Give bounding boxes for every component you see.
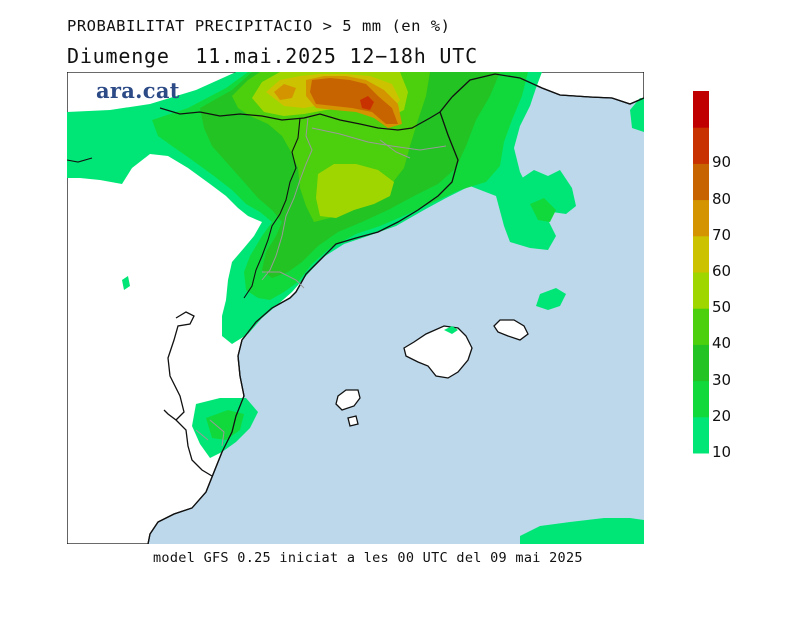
colorbar-label: 40 (712, 334, 732, 353)
colorbar-cell (693, 127, 709, 164)
eivissa-island (335, 389, 361, 411)
border-portugal (67, 157, 93, 163)
colorbar-label: 70 (712, 225, 732, 244)
colorbar-cell (693, 416, 709, 454)
forecast-period: Diumenge 11.mai.2025 12−18h UTC (67, 44, 478, 68)
west-coast (163, 311, 213, 477)
colorbar-cell (693, 380, 709, 418)
menorca-island (493, 319, 529, 341)
colorbar-label: 80 (712, 189, 732, 208)
colorbar-cell (693, 163, 709, 201)
colorbar-label: 10 (712, 443, 732, 461)
coastline (147, 96, 459, 544)
colorbar-cell (693, 308, 709, 345)
map-title: PROBABILITAT PRECIPITACIO > 5 mm (en %) (67, 17, 451, 35)
formentera-island (347, 415, 359, 427)
french-coast (451, 73, 644, 105)
colorbar-label: 50 (712, 298, 732, 317)
colorbar-label: 90 (712, 153, 732, 172)
colorbar-cell (693, 344, 709, 382)
colorbar-cell (693, 199, 709, 237)
regional-borders (195, 117, 447, 447)
colorbar (693, 91, 709, 454)
ara-cat-logo: ara.cat (96, 78, 180, 103)
colorbar-cell (693, 272, 709, 309)
probability-90-area (360, 96, 374, 110)
colorbar-label: 20 (712, 406, 732, 425)
colorbar-cell (693, 91, 709, 128)
colorbar-label: 60 (712, 262, 732, 280)
border-france-spain (159, 107, 441, 131)
probability-80-area (310, 78, 398, 124)
mallorca-island (403, 325, 473, 379)
colorbar-cell (693, 235, 709, 273)
model-info: model GFS 0.25 iniciat a les 00 UTC del … (153, 550, 583, 566)
colorbar-label: 30 (712, 370, 732, 389)
border-aragon-catalonia (243, 117, 301, 299)
